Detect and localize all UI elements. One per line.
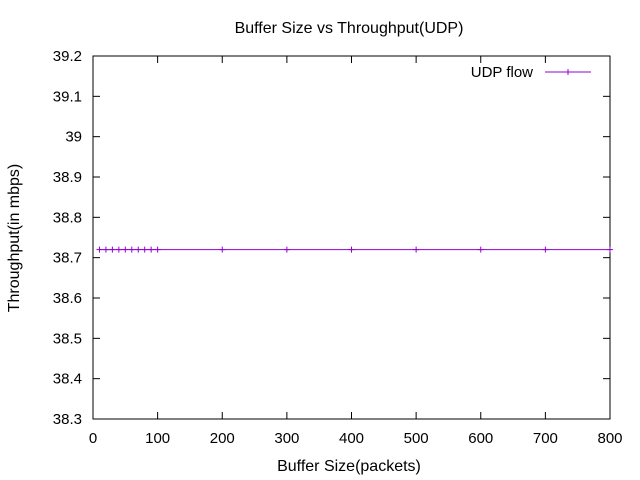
data-point bbox=[413, 246, 420, 253]
data-point bbox=[109, 246, 116, 253]
x-axis-label: Buffer Size(packets) bbox=[277, 458, 421, 475]
y-tick-label: 38.4 bbox=[53, 371, 82, 388]
x-tick-label: 400 bbox=[339, 430, 364, 447]
y-tick-label: 38.3 bbox=[53, 411, 82, 428]
data-point bbox=[154, 246, 161, 253]
x-tick-label: 300 bbox=[274, 430, 299, 447]
y-tick-label: 38.5 bbox=[53, 330, 82, 347]
x-tick-label: 700 bbox=[533, 430, 558, 447]
data-point bbox=[283, 246, 290, 253]
data-point bbox=[607, 246, 613, 253]
axis-ticks: 0 100 200 300 400 500 600 700 800 38.3 38.4 38.5 38.… bbox=[53, 48, 623, 447]
data-point bbox=[348, 246, 355, 253]
data-point bbox=[141, 246, 148, 253]
x-tick-label: 600 bbox=[468, 430, 493, 447]
legend: UDP flow bbox=[471, 64, 591, 81]
y-tick-label: 38.9 bbox=[53, 169, 82, 186]
data-point bbox=[477, 246, 484, 253]
y-axis-label: Throughput(in mbps) bbox=[6, 164, 23, 313]
data-point bbox=[122, 246, 129, 253]
x-tick-label: 200 bbox=[210, 430, 235, 447]
data-point bbox=[96, 246, 103, 253]
legend-label: UDP flow bbox=[471, 64, 533, 81]
chart-title: Buffer Size vs Throughput(UDP) bbox=[235, 20, 464, 37]
x-tick-label: 0 bbox=[89, 430, 97, 447]
y-tick-label: 39.1 bbox=[53, 88, 82, 105]
data-point bbox=[219, 246, 226, 253]
plot-area bbox=[92, 55, 611, 420]
data-point bbox=[135, 246, 142, 253]
x-tick-label: 100 bbox=[145, 430, 170, 447]
y-tick-label: 38.6 bbox=[53, 290, 82, 307]
y-tick-label: 38.8 bbox=[53, 209, 82, 226]
data-point bbox=[128, 246, 135, 253]
y-tick-label: 39.2 bbox=[53, 48, 82, 65]
data-point bbox=[148, 246, 155, 253]
data-point bbox=[542, 246, 549, 253]
y-tick-label: 39 bbox=[65, 129, 82, 146]
data-point bbox=[102, 246, 109, 253]
x-tick-label: 500 bbox=[404, 430, 429, 447]
series-layer bbox=[96, 246, 613, 253]
x-tick-label: 800 bbox=[597, 430, 622, 447]
data-point bbox=[115, 246, 122, 253]
y-tick-label: 38.7 bbox=[53, 250, 82, 267]
